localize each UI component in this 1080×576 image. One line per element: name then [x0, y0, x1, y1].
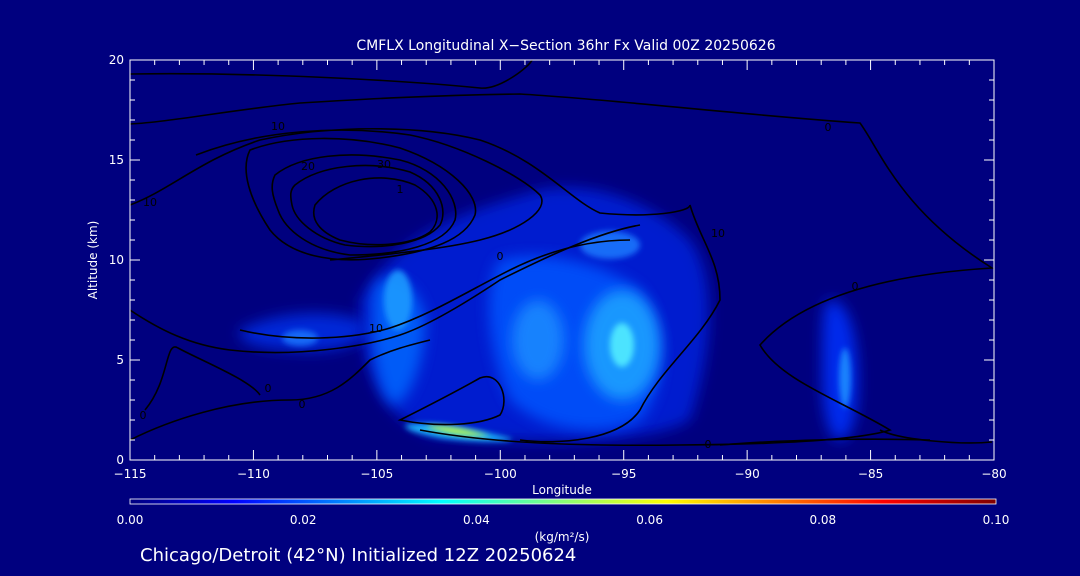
chart-title: CMFLX Longitudinal X−Section 36hr Fx Val…	[356, 38, 775, 54]
shaded-core	[839, 348, 851, 408]
x-tick-label: −110	[237, 467, 270, 481]
contour-label: 1	[397, 183, 404, 196]
contour-lines	[130, 60, 994, 447]
contour-label: 0	[497, 250, 504, 263]
contour-label: 0	[705, 438, 712, 451]
contour-line	[144, 346, 261, 411]
shaded-streak-core	[425, 425, 490, 437]
contour-label: 10	[143, 196, 157, 209]
colorbar-tick-label: 0.02	[290, 513, 317, 527]
contour-line	[130, 128, 721, 443]
contour-label: 0	[265, 382, 272, 395]
contour-line	[313, 177, 438, 246]
contour-line	[719, 438, 931, 446]
y-tick-label: 5	[116, 353, 124, 367]
footer-caption: Chicago/Detroit (42°N) Initialized 12Z 2…	[140, 545, 576, 566]
shaded-core	[580, 231, 640, 259]
contour-label: 20	[301, 160, 315, 173]
contour-labels: 10 10 20 30 1 0 10 10 0 0 0 0 0 0	[140, 120, 859, 451]
contour-line	[130, 224, 641, 354]
plot-area: 10 10 20 30 1 0 10 10 0 0 0 0 0 0	[130, 60, 994, 451]
contour-label: 0	[825, 121, 832, 134]
colorbar-tick-label: 0.08	[809, 513, 836, 527]
contour-label: 0	[852, 280, 859, 293]
colorbar-label: (kg/m²/s)	[535, 530, 590, 544]
x-tick-label: −100	[484, 467, 517, 481]
x-tick-label: −85	[858, 467, 883, 481]
y-tick-label: 15	[109, 153, 124, 167]
y-tick-label: 20	[109, 53, 124, 67]
colorbar-tick-label: 0.04	[463, 513, 490, 527]
contour-label: 10	[711, 227, 725, 240]
colorbar-ticks: 0.00 0.02 0.04 0.06 0.08 0.10	[117, 513, 1010, 527]
shaded-field	[239, 187, 858, 442]
x-tick-label: −115	[114, 467, 147, 481]
shaded-core	[384, 270, 412, 330]
x-tick-label: −80	[981, 467, 1006, 481]
contour-line	[271, 154, 457, 256]
x-axis: −115 −110 −105 −100 −95 −90 −85 −80	[114, 60, 1007, 481]
contour-line	[239, 239, 631, 339]
contour-line	[130, 339, 431, 441]
contour-line	[879, 429, 993, 444]
shaded-core	[512, 300, 564, 380]
contour-label: 30	[377, 158, 391, 171]
colorbar	[129, 498, 997, 505]
contour-line	[130, 60, 533, 89]
contour-label: 10	[271, 120, 285, 133]
colorbar-tick-label: 0.10	[983, 513, 1010, 527]
x-axis-label: Longitude	[532, 483, 592, 497]
x-tick-label: −105	[360, 467, 393, 481]
contour-line	[195, 129, 543, 261]
x-tick-label: −95	[611, 467, 636, 481]
colorbar-tick-label: 0.00	[117, 513, 144, 527]
contour-label: 0	[140, 409, 147, 422]
contour-label: 10	[369, 322, 383, 335]
y-axis-label: Altitude (km)	[86, 221, 100, 300]
x-tick-label: −90	[734, 467, 759, 481]
y-tick-label: 0	[116, 453, 124, 467]
contour-line	[289, 164, 444, 248]
contour-line	[245, 137, 477, 261]
colorbar-tick-label: 0.06	[636, 513, 663, 527]
contour-line	[397, 375, 505, 426]
y-tick-label: 10	[109, 253, 124, 267]
shaded-core	[610, 323, 634, 367]
contour-label: 0	[299, 398, 306, 411]
